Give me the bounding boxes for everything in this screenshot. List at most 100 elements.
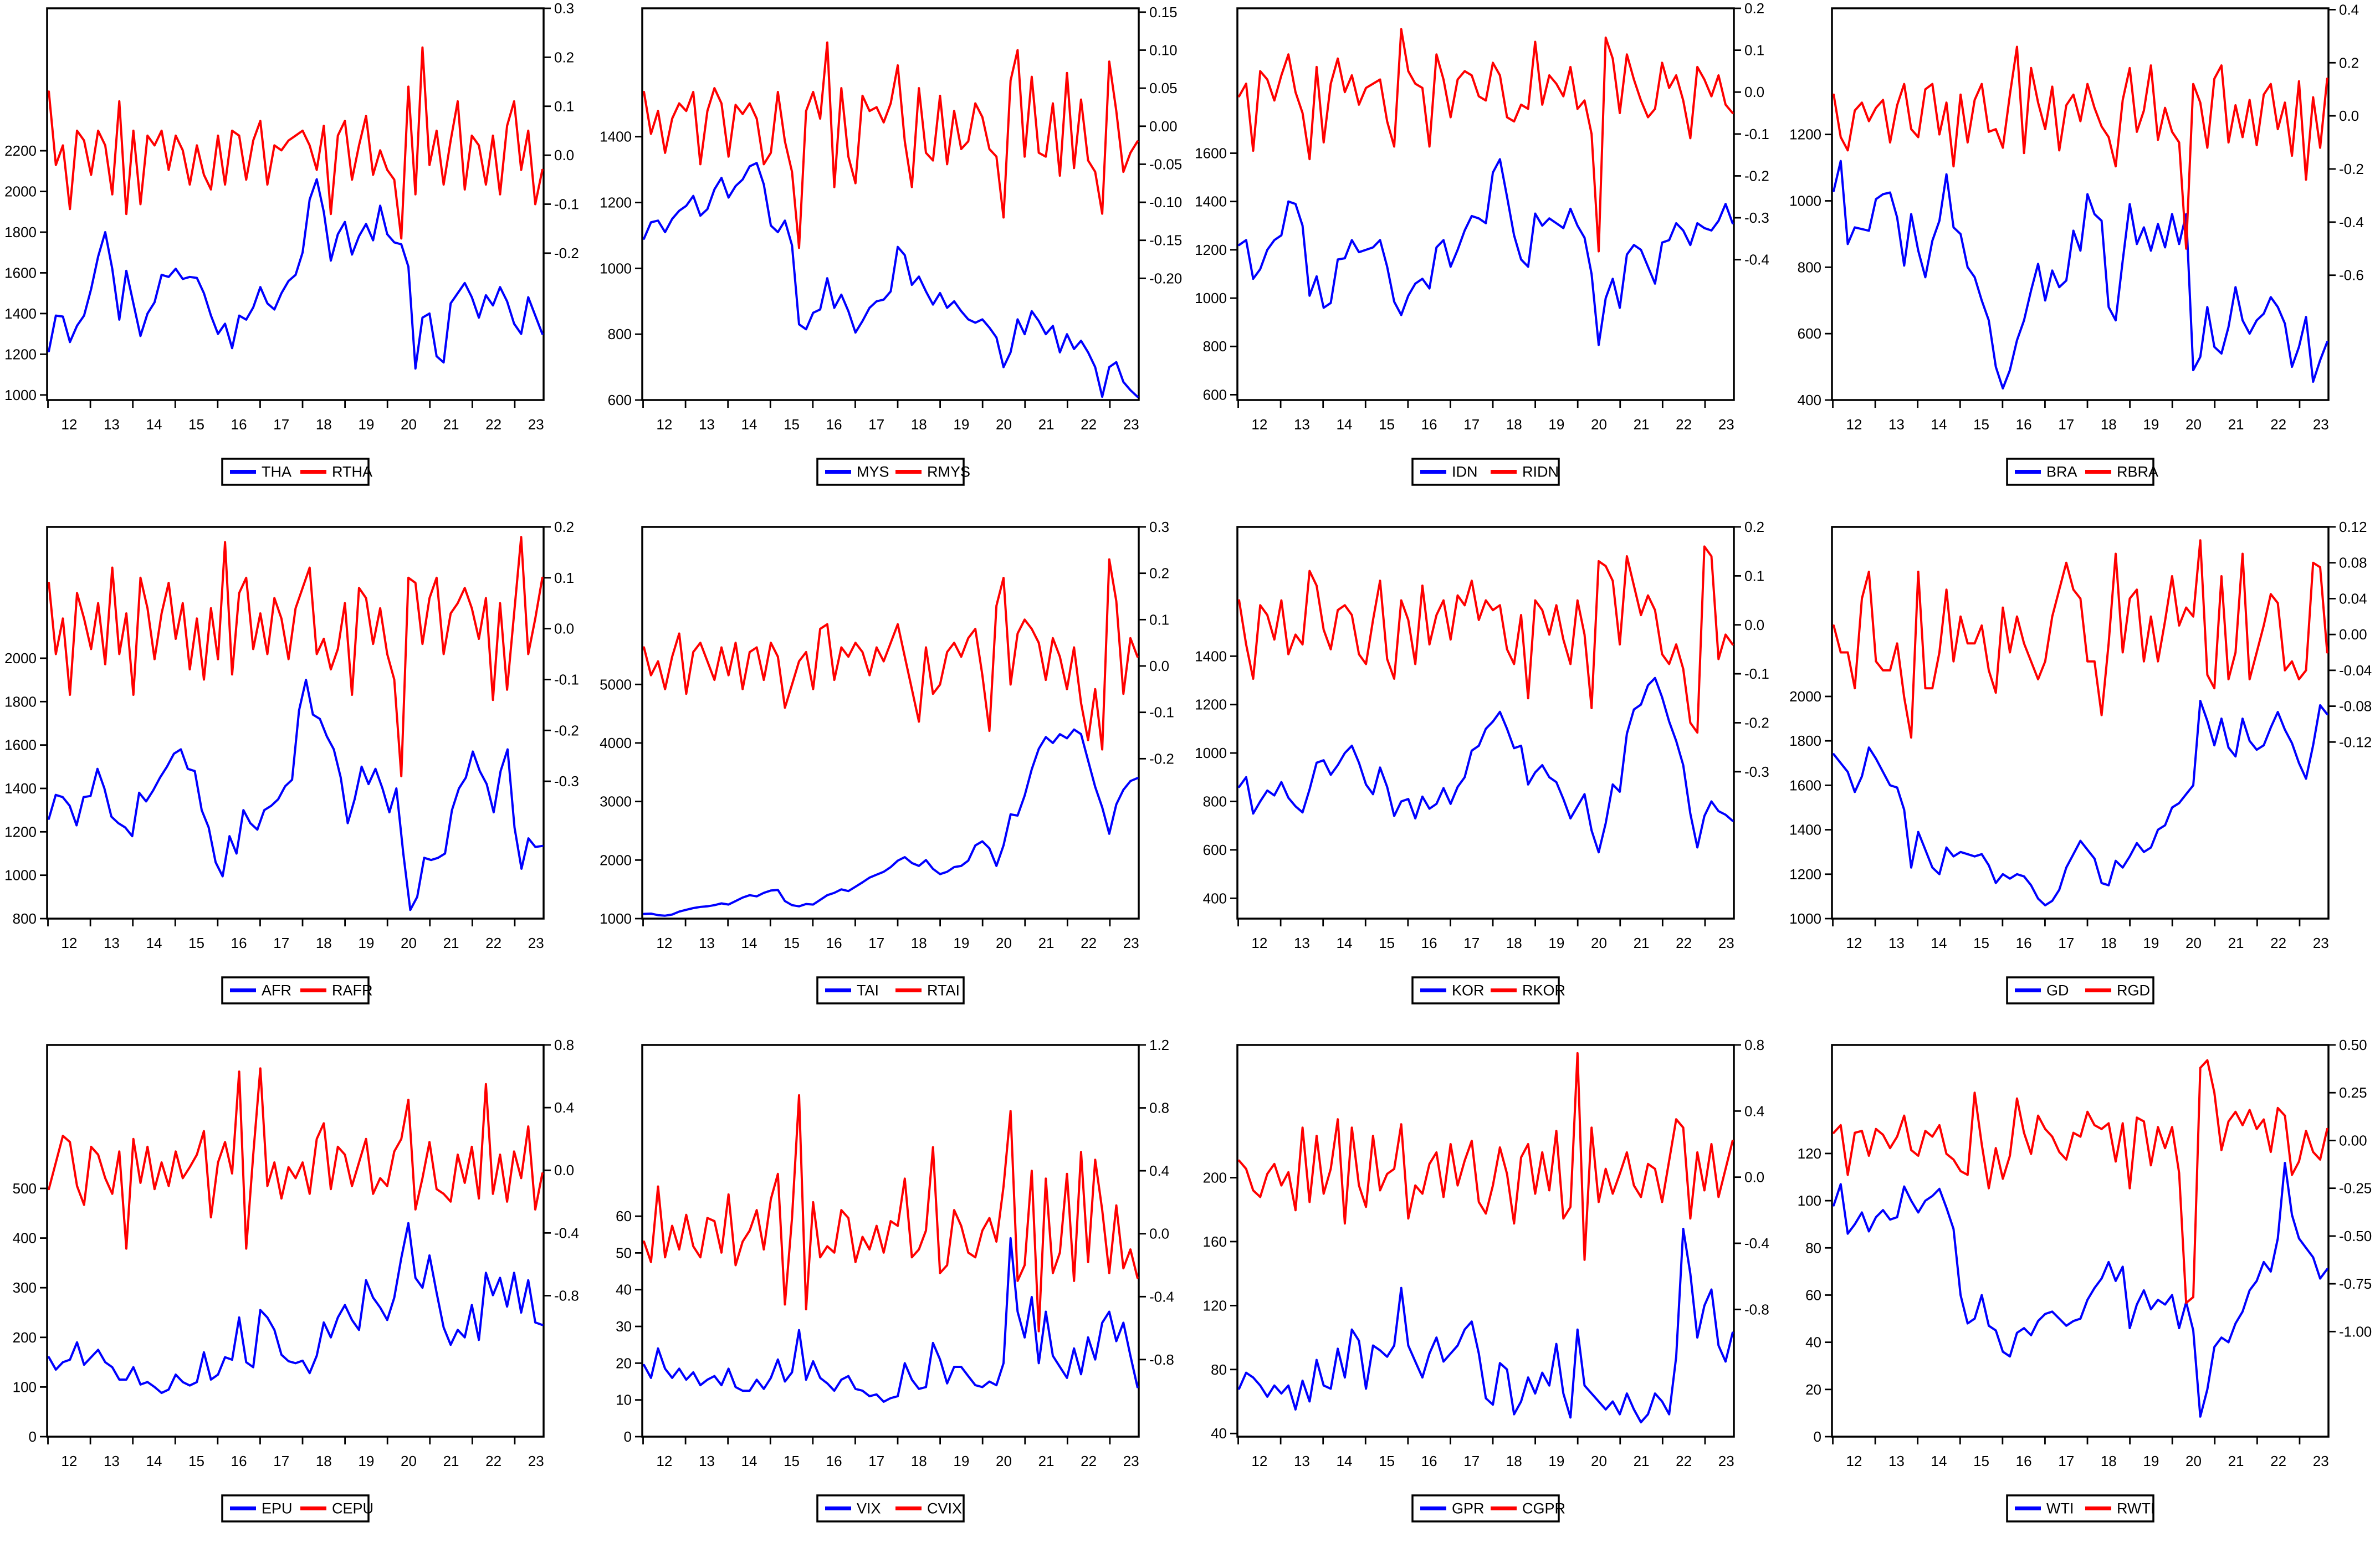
right-axis-label: -0.1: [554, 196, 579, 213]
left-axis-label: 800: [13, 910, 37, 927]
x-axis-label: 22: [2270, 935, 2286, 951]
x-axis-label: 22: [1676, 416, 1692, 433]
series-line-CEPU: [48, 1067, 544, 1250]
x-axis-label: 19: [2143, 416, 2159, 433]
plot-box: [1831, 7, 2330, 401]
x-axis-label: 17: [1463, 416, 1480, 433]
x-axis-label: 19: [953, 1453, 969, 1469]
left-axis-label: 1600: [1195, 145, 1227, 162]
legend-label-RWTI: RWTI: [2117, 1500, 2155, 1517]
right-axis-label: 0.3: [1149, 519, 1169, 535]
x-axis-label: 19: [358, 1453, 374, 1469]
chart-panel-WTI: 0 20 40 60 80 100 120 0.50 0.25 0.00 -0.25 -0.50 -0.…: [1785, 1037, 2380, 1555]
x-axis-label: 22: [1676, 935, 1692, 951]
x-axis-label: 23: [1123, 1453, 1139, 1469]
series-line-TAI: [643, 728, 1139, 917]
right-axis-label: 0.0: [1149, 658, 1169, 674]
x-axis-label: 16: [826, 1453, 842, 1469]
right-axis-label: -0.04: [2339, 662, 2372, 679]
x-axis-label: 12: [61, 416, 77, 433]
right-axis-label: -0.3: [1744, 209, 1769, 226]
right-axis-label: 0.2: [554, 49, 574, 65]
x-axis-label: 20: [2185, 416, 2202, 433]
x-axis-label: 13: [1294, 1453, 1310, 1469]
x-axis-label: 14: [1337, 416, 1353, 433]
left-axis-label: 1200: [1195, 696, 1227, 713]
legend-label-CVIX: CVIX: [927, 1500, 962, 1517]
x-axis-label: 23: [1718, 1453, 1734, 1469]
chart-svg-GD: 1000 1200 1400 1600 1800 2000 0.12 0.08 0.04 0.00…: [1789, 519, 2372, 1004]
left-axis-label: 0: [624, 1428, 632, 1445]
x-axis-label: 16: [231, 935, 247, 951]
right-axis-label: 0.1: [1744, 42, 1764, 59]
x-axis-label: 16: [1421, 935, 1437, 951]
x-axis-label: 22: [1081, 935, 1097, 951]
right-axis-label: 0.05: [1149, 80, 1178, 96]
chart-panel-KOR: 400 600 800 1000 1200 1400 0.2 0.1 0.0 -0.1 -0.2 -0…: [1190, 519, 1785, 1037]
x-axis-label: 15: [1973, 1453, 1989, 1469]
right-axis-label: 0.15: [1149, 4, 1178, 20]
x-axis-label: 16: [2016, 416, 2032, 433]
left-axis-label: 120: [1798, 1145, 1821, 1162]
chart-panel-BRA: 400 600 800 1000 1200 0.4 0.2 0.0 -0.2 -0.4 -0.6 12…: [1785, 0, 2380, 519]
right-axis-label: 0.8: [554, 1037, 574, 1053]
x-axis-label: 17: [273, 1453, 289, 1469]
x-axis-label: 12: [61, 935, 77, 951]
x-axis-label: 23: [528, 1453, 544, 1469]
right-axis-label: -0.1: [1744, 665, 1769, 682]
plot-box: [641, 1044, 1140, 1438]
left-axis-label: 1400: [600, 129, 632, 145]
x-axis-label: 19: [1548, 416, 1564, 433]
right-axis-label: -0.4: [1744, 1235, 1769, 1252]
left-axis-label: 1800: [1789, 732, 1821, 749]
left-axis-label: 1400: [4, 780, 37, 797]
series-line-RKOR: [1238, 545, 1734, 734]
series-line-RWTI: [1833, 1059, 2328, 1304]
series-line-BRA: [1833, 160, 2328, 390]
left-axis-label: 5000: [600, 676, 632, 693]
right-axis-label: 0.00: [1149, 118, 1178, 135]
left-axis-label: 0: [29, 1428, 37, 1445]
series-line-RBRA: [1833, 45, 2328, 250]
x-axis-label: 12: [1846, 416, 1862, 433]
series-line-RMYS: [643, 41, 1139, 249]
x-axis-label: 20: [996, 416, 1012, 433]
right-axis-label: 0.0: [1744, 1169, 1764, 1186]
x-axis-label: 12: [1251, 1453, 1267, 1469]
x-axis-label: 21: [1634, 1453, 1650, 1469]
right-axis-label: 0.12: [2339, 519, 2367, 535]
x-axis-label: 19: [358, 935, 374, 951]
left-axis-label: 1600: [4, 737, 37, 754]
series-line-RTAI: [643, 558, 1139, 751]
left-axis-label: 1000: [600, 260, 632, 276]
x-axis-label: 12: [1251, 935, 1267, 951]
plot-box: [641, 7, 1140, 401]
legend-label-CGPR: CGPR: [1522, 1500, 1565, 1517]
legend-label-RAFR: RAFR: [332, 982, 373, 999]
x-axis-label: 20: [996, 1453, 1012, 1469]
legend-label-RKOR: RKOR: [1522, 982, 1565, 999]
chart-svg-AFR: 800 1000 1200 1400 1600 1800 2000 0.2 0.1 0.0 -0.1…: [4, 519, 579, 1004]
legend-label-MYS: MYS: [857, 464, 889, 480]
x-axis-label: 16: [826, 935, 842, 951]
x-axis-label: 21: [1634, 935, 1650, 951]
left-axis-label: 10: [616, 1392, 632, 1408]
x-axis-label: 12: [1251, 416, 1267, 433]
x-axis-label: 14: [1931, 416, 1947, 433]
series-line-CGPR: [1238, 1052, 1734, 1261]
x-axis-label: 16: [2016, 1453, 2032, 1469]
right-axis-label: 0.1: [1744, 567, 1764, 584]
x-axis-label: 21: [2228, 935, 2244, 951]
left-axis-label: 400: [13, 1230, 37, 1247]
plot-box: [46, 7, 545, 401]
right-axis-label: -0.4: [1744, 252, 1769, 268]
right-axis-label: 0.0: [554, 1162, 574, 1178]
x-axis-label: 17: [868, 416, 884, 433]
left-axis-label: 20: [616, 1355, 632, 1371]
x-axis-label: 21: [1038, 416, 1055, 433]
right-axis-label: -0.10: [1149, 194, 1182, 211]
x-axis-label: 13: [699, 416, 715, 433]
right-axis-label: 0.00: [2339, 626, 2367, 643]
plot-box: [1236, 1044, 1735, 1438]
series-line-CVIX: [643, 1094, 1139, 1332]
